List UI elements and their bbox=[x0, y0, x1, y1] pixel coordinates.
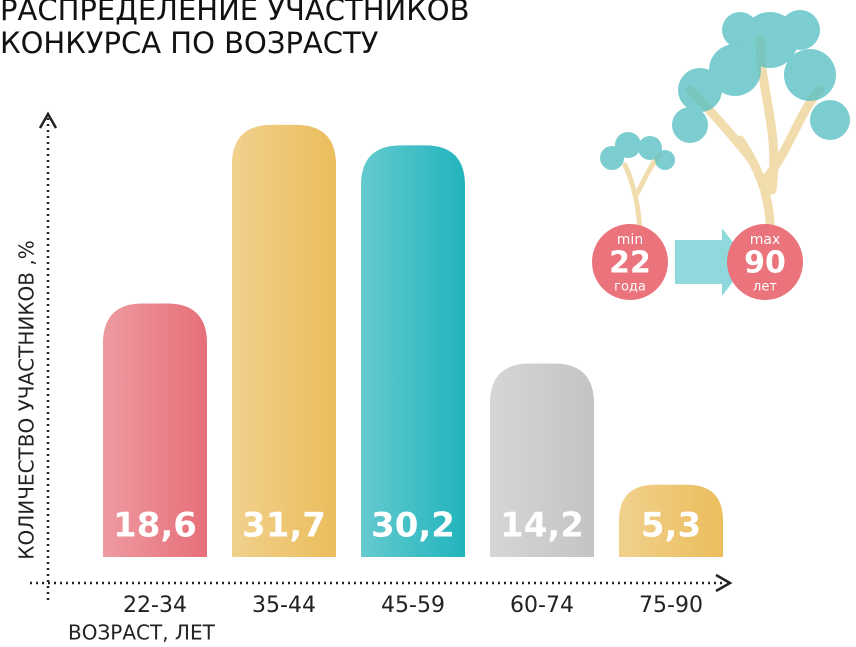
x-tick-label: 35-44 bbox=[252, 593, 316, 618]
x-axis-arrow bbox=[716, 575, 730, 591]
value-label: 18,6 bbox=[113, 506, 197, 546]
x-tick-label: 60-74 bbox=[510, 593, 574, 618]
bar-shine bbox=[361, 145, 465, 557]
x-axis-label: ВОЗРАСТ, ЛЕТ bbox=[68, 621, 216, 644]
annotation-unit: года bbox=[614, 280, 646, 295]
value-label: 5,3 bbox=[641, 506, 701, 546]
chart: РАСПРЕДЕЛЕНИЕ УЧАСТНИКОВКОНКУРСА ПО ВОЗР… bbox=[0, 0, 856, 643]
bar-shine bbox=[232, 125, 336, 557]
annotation-value: 22 bbox=[609, 246, 651, 281]
y-axis-label: КОЛИЧЕСТВО УЧАСТНИКОВ ,% bbox=[15, 240, 39, 559]
annotation-value: 90 bbox=[744, 246, 786, 281]
value-label: 30,2 bbox=[371, 506, 455, 546]
value-label: 31,7 bbox=[242, 506, 326, 546]
value-label: 14,2 bbox=[500, 506, 584, 546]
x-tick-label: 75-90 bbox=[639, 593, 703, 618]
annotation-unit: лет bbox=[753, 280, 777, 295]
x-tick-label: 45-59 bbox=[381, 593, 445, 618]
x-tick-label: 22-34 bbox=[123, 593, 187, 618]
